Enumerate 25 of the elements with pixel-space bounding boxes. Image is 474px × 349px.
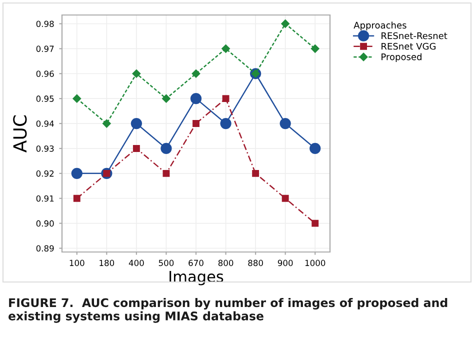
legend-label: Proposed <box>382 53 422 62</box>
y-tick-label: 0.95 <box>36 96 54 102</box>
y-tick-label: 0.96 <box>36 70 54 77</box>
x-tick-label: 500 <box>158 260 174 266</box>
x-tick-label: 880 <box>248 260 263 266</box>
x-tick-label: 180 <box>100 260 114 266</box>
caption: FIGURE 7. AUC comparison by number of images of proposed and existing systems using MIAS database <box>8 298 448 323</box>
y-tick-label: 0.89 <box>36 245 54 252</box>
x-tick-label: 1000 <box>305 260 326 266</box>
y-tick-label: 0.91 <box>36 195 54 202</box>
y-tick-label: 0.94 <box>36 120 54 127</box>
y-axis-title: AUC <box>13 115 27 152</box>
x-tick-label: 400 <box>128 260 144 266</box>
x-tick-label: 100 <box>70 260 84 266</box>
legend-label: RESnet VGG <box>382 42 436 50</box>
legend-label: RESnet-Resnet <box>382 32 448 40</box>
y-tick-label: 0.98 <box>36 20 54 28</box>
y-tick-label: 0.93 <box>36 145 54 152</box>
legend-title: Approaches <box>354 22 406 30</box>
y-tick-label: 0.97 <box>36 46 54 52</box>
x-tick-label: 800 <box>218 260 234 266</box>
y-tick-label: 0.92 <box>36 170 54 177</box>
x-tick-label: 900 <box>278 260 293 266</box>
y-tick-label: 0.90 <box>36 220 54 227</box>
x-tick-label: 670 <box>188 260 204 266</box>
